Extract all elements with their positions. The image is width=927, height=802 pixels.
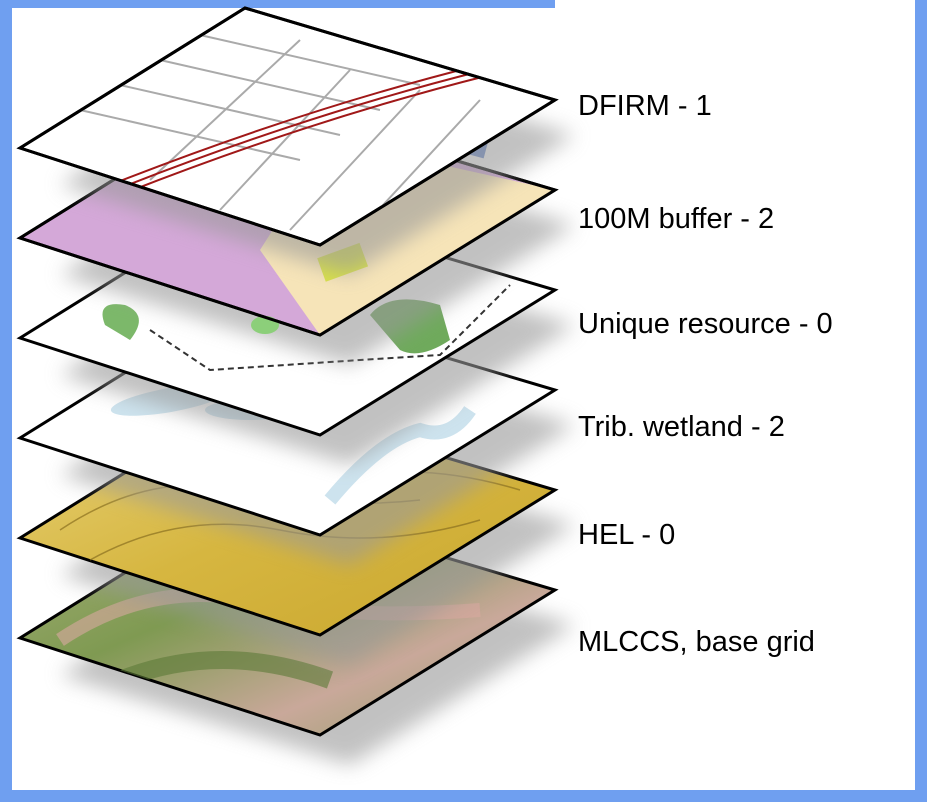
layer-label: DFIRM - 1 (578, 90, 712, 122)
layer-dfirm (16, 6, 575, 275)
layer-label: Unique resource - 0 (578, 308, 833, 340)
layer-label: MLCCS, base grid (578, 626, 815, 658)
panel-top (555, 0, 915, 8)
layer-label: HEL - 0 (578, 519, 675, 551)
layer-label: 100M buffer - 2 (578, 203, 774, 235)
layer-label: Trib. wetland - 2 (578, 411, 785, 443)
